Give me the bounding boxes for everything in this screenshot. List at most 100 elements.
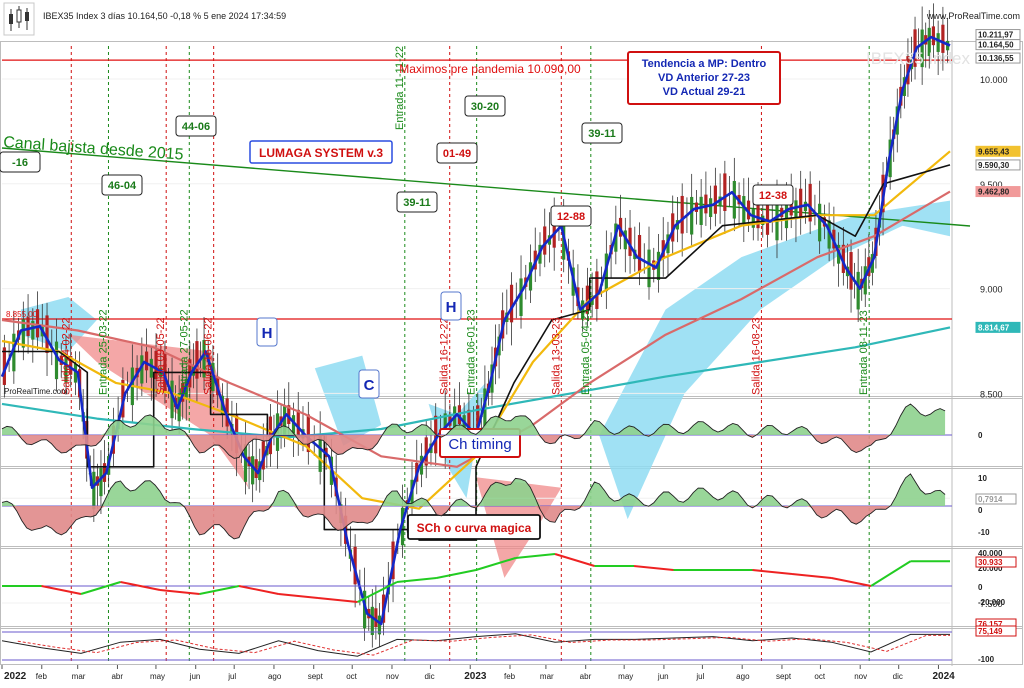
candle-body <box>756 199 760 229</box>
time-label: sept <box>308 672 324 681</box>
candle-body <box>671 213 675 242</box>
time-label: nov <box>386 672 399 681</box>
score-box <box>550 205 592 227</box>
curva-magica-box <box>407 514 541 540</box>
osc4-line <box>1 633 950 657</box>
osc-badge <box>975 625 1017 637</box>
price-badge-value: 9.462,80 <box>978 188 1010 197</box>
candle-body <box>170 380 174 419</box>
osc-tick: 0,7914 <box>978 495 1003 504</box>
osc-tick: 20.000 <box>978 564 1003 573</box>
candle-logo-glyph <box>9 6 29 31</box>
osc-tick: 10 <box>978 474 987 483</box>
osc3-segment <box>357 581 398 603</box>
osc3-segment <box>317 597 358 603</box>
osc3-segment <box>752 569 793 575</box>
price-tick: 9.000 <box>980 285 1003 295</box>
candle-body <box>140 355 144 384</box>
candle-body <box>296 409 300 439</box>
candle-body <box>856 271 860 310</box>
candle-body <box>647 249 651 288</box>
time-label: 2023 <box>464 671 487 682</box>
candle-body <box>746 200 751 220</box>
candle-body <box>69 355 73 375</box>
info-line: VD Actual 29-21 <box>663 86 746 98</box>
ch-timing-panel: 0 <box>1 403 983 459</box>
price-tick: 8.500 <box>980 389 1003 399</box>
watermark: IBEX35 Index <box>866 49 970 68</box>
signal-label: Salida 13-03-23 <box>550 317 562 395</box>
candle-body <box>400 507 405 546</box>
candle-body <box>462 415 466 434</box>
price-badge <box>975 321 1021 333</box>
score-box <box>396 191 438 213</box>
ch-timing-box <box>439 428 521 458</box>
score-box <box>0 151 41 173</box>
signal-label: Salida 16-08-23 <box>750 317 762 395</box>
curva-magica-label: SCh o curva magica <box>417 521 532 535</box>
candle-body <box>742 196 746 225</box>
support-value-label: 8.855,00 <box>6 310 38 319</box>
time-label: abr <box>580 672 592 681</box>
brand-link[interactable]: www.ProRealTime.com <box>926 11 1020 21</box>
candle-body <box>202 340 206 378</box>
signal-label: Entrada 25-03-22 <box>97 309 109 395</box>
candle-body <box>102 463 107 482</box>
price-tick: 10.000 <box>980 75 1008 85</box>
osc3-segment <box>515 553 556 559</box>
osc3-segment <box>80 581 121 595</box>
candle-body <box>604 253 608 292</box>
time-label: ago <box>736 672 750 681</box>
panel-frame <box>0 626 1023 665</box>
candle-body <box>509 284 514 323</box>
price-tick: 9.500 <box>980 180 1003 190</box>
wave-label: H <box>446 299 457 316</box>
score-value: 39-11 <box>588 128 616 140</box>
time-label: mar <box>540 672 554 681</box>
score-box <box>101 174 143 196</box>
candle-body <box>808 183 812 222</box>
candle-body <box>704 194 708 214</box>
osc-tick: 76,157 <box>978 620 1003 629</box>
candle-body <box>144 351 149 371</box>
score-box <box>436 142 478 164</box>
candle-body <box>457 405 462 425</box>
osc-positive-area <box>2 404 946 435</box>
price-axis: 10.0009.5009.0008.5008.0007.50010.211,97… <box>4 29 1021 609</box>
cloud-bull <box>599 200 950 520</box>
chart-title: IBEX35 Index 3 días 10.164,50 -0,18 % 5 … <box>43 11 286 21</box>
candle-body <box>21 319 25 348</box>
candle-body <box>699 196 703 225</box>
time-label: abr <box>111 672 123 681</box>
price-badge-value: 9.655,43 <box>978 147 1010 156</box>
candle-body <box>453 406 457 435</box>
osc3-segment <box>870 560 912 587</box>
candle-body <box>723 173 727 211</box>
candle-body <box>149 358 153 378</box>
time-label: jun <box>189 672 201 681</box>
time-label: mar <box>72 672 86 681</box>
osc3-segment <box>159 589 200 595</box>
time-label: may <box>150 672 165 681</box>
candle-body <box>235 415 239 454</box>
candle-body <box>595 271 599 309</box>
osc-line <box>1 403 946 459</box>
osc3-segment <box>120 581 161 591</box>
price-badge <box>975 159 1021 171</box>
candle-body <box>849 252 853 290</box>
candle-body <box>519 278 523 317</box>
candle-body <box>318 434 322 472</box>
osc-tick: 0 <box>978 506 983 515</box>
candle-body <box>26 317 30 336</box>
candle-body <box>287 405 291 425</box>
signal-label: Salida 09-05-22 <box>155 317 167 395</box>
osc-badge <box>975 556 1017 568</box>
candle-body <box>709 198 713 218</box>
time-label: jul <box>695 672 704 681</box>
candle-body <box>784 199 789 229</box>
candle-body <box>528 262 533 291</box>
signal-label: Salida 16-12-22 <box>439 317 451 395</box>
time-label: jun <box>657 672 669 681</box>
